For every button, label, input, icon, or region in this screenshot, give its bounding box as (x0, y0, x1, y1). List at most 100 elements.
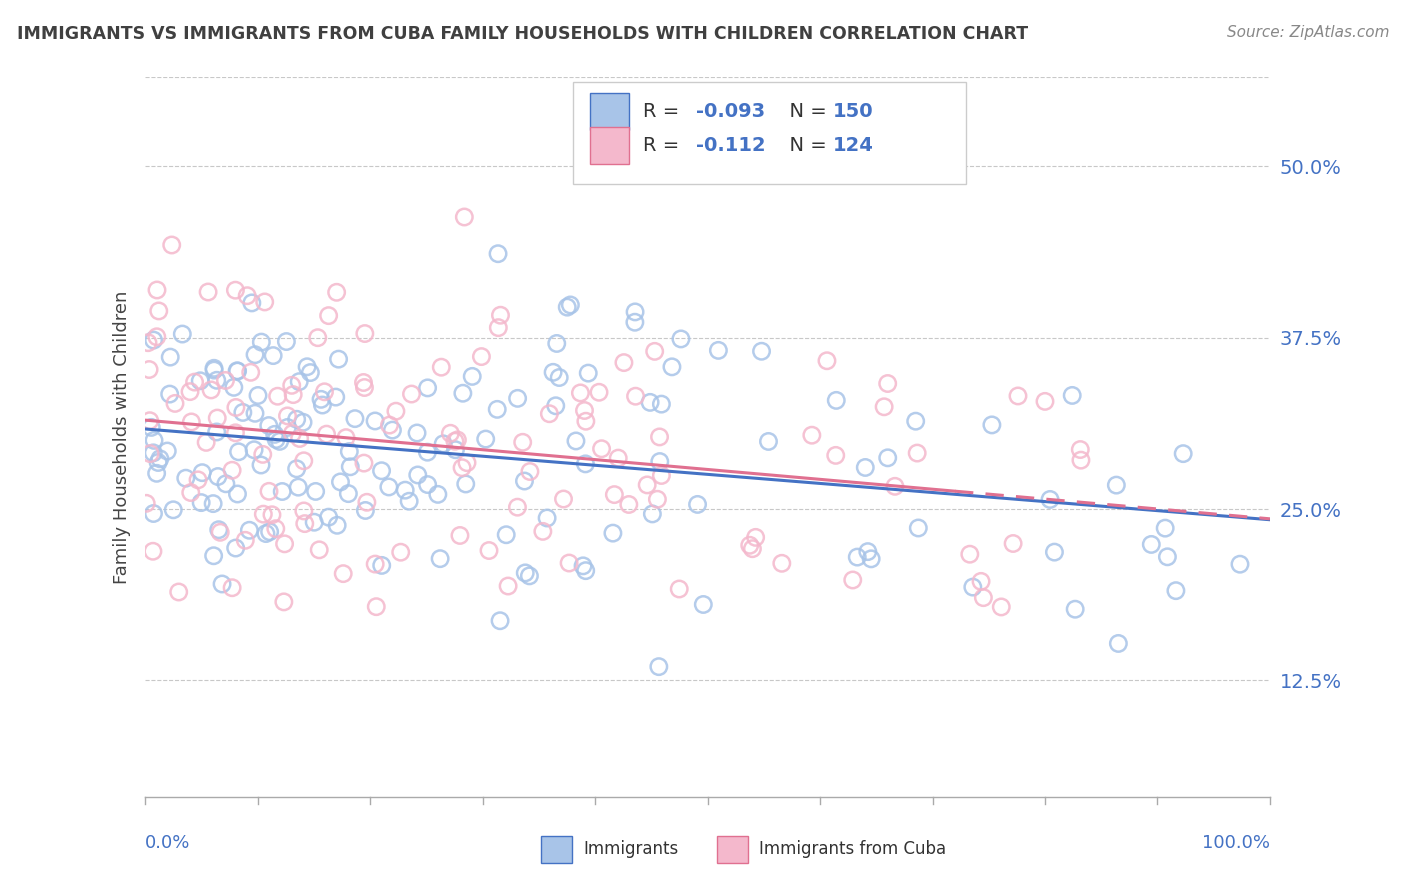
Point (416, 381, 439, 395)
Point (209, 525, 232, 540)
Point (536, 511, 558, 525)
Point (1002, 536, 1025, 550)
Point (260, 508, 283, 522)
Point (486, 246, 509, 260)
Point (406, 467, 429, 482)
Point (139, 414, 162, 428)
Point (617, 498, 640, 512)
Point (257, 484, 280, 499)
Point (329, 475, 352, 489)
Point (884, 479, 907, 493)
Point (339, 459, 361, 474)
Text: IMMIGRANTS VS IMMIGRANTS FROM CUBA FAMILY HOUSEHOLDS WITH CHILDREN CORRELATION C: IMMIGRANTS VS IMMIGRANTS FROM CUBA FAMIL… (17, 25, 1028, 43)
Point (650, 397, 672, 411)
Point (560, 298, 582, 312)
Point (353, 326, 375, 341)
Point (644, 344, 666, 359)
Point (205, 425, 228, 439)
Point (285, 412, 308, 426)
Point (159, 387, 181, 401)
Point (824, 449, 846, 463)
Point (243, 348, 266, 362)
Point (856, 544, 879, 558)
Point (332, 566, 354, 581)
Point (269, 434, 291, 449)
Point (370, 464, 392, 478)
Point (439, 426, 461, 441)
Point (254, 526, 277, 541)
Point (555, 300, 578, 314)
Point (959, 547, 981, 561)
Point (1107, 636, 1129, 650)
Y-axis label: Family Households with Children: Family Households with Children (114, 291, 131, 583)
Point (565, 434, 588, 448)
Point (273, 595, 295, 609)
Text: 150: 150 (832, 102, 873, 120)
Point (302, 515, 325, 529)
Point (315, 427, 337, 442)
Point (159, 350, 181, 364)
Point (353, 380, 375, 394)
Point (1069, 442, 1091, 457)
Text: -0.112: -0.112 (696, 136, 766, 155)
Point (226, 364, 249, 378)
Point (603, 487, 626, 501)
Point (905, 446, 928, 460)
Point (474, 432, 496, 446)
Point (263, 427, 285, 442)
Point (451, 386, 474, 401)
Point (318, 309, 340, 323)
Point (226, 487, 249, 501)
Point (142, 446, 165, 460)
Point (588, 385, 610, 400)
Point (385, 404, 408, 418)
Point (247, 388, 270, 402)
Point (343, 411, 366, 425)
Point (366, 599, 388, 614)
Point (307, 331, 329, 345)
Point (1105, 478, 1128, 492)
Point (328, 352, 350, 367)
Point (575, 564, 598, 578)
Point (308, 542, 330, 557)
Point (222, 380, 245, 394)
Text: R =: R = (643, 136, 692, 155)
Point (624, 305, 647, 319)
Point (574, 403, 596, 417)
Point (311, 398, 333, 412)
Point (276, 420, 298, 434)
Point (744, 530, 766, 544)
Point (461, 369, 484, 384)
Point (252, 507, 274, 521)
Point (548, 370, 571, 384)
Point (205, 373, 228, 387)
Point (738, 538, 761, 552)
Point (970, 574, 993, 589)
Point (146, 455, 169, 469)
Text: N =: N = (776, 102, 832, 120)
Point (553, 491, 575, 506)
Point (416, 445, 439, 459)
Point (531, 524, 554, 539)
Point (211, 577, 233, 591)
Text: 100.0%: 100.0% (1202, 834, 1270, 852)
Point (190, 495, 212, 509)
Point (1156, 549, 1178, 564)
Point (142, 544, 165, 558)
Point (287, 480, 309, 494)
Point (250, 458, 273, 472)
Point (187, 473, 209, 487)
Point (146, 330, 169, 344)
Point (167, 585, 190, 599)
Text: 0.0%: 0.0% (145, 834, 191, 852)
Point (648, 659, 671, 673)
Point (846, 550, 869, 565)
Point (381, 423, 404, 437)
Point (325, 390, 347, 404)
Point (572, 558, 595, 573)
Point (876, 450, 898, 465)
Point (160, 238, 183, 252)
Point (544, 399, 567, 413)
Point (202, 361, 225, 376)
Point (180, 415, 202, 429)
